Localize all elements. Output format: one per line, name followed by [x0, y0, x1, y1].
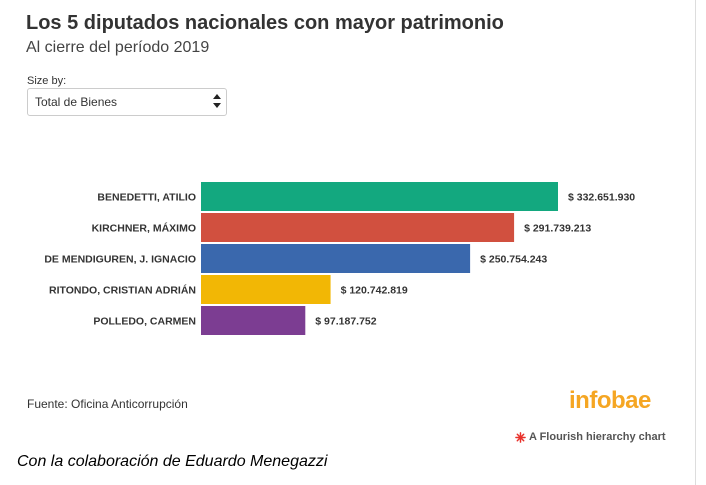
category-label: KIRCHNER, MÁXIMO — [92, 222, 196, 235]
size-by-label: Size by: — [27, 75, 67, 87]
value-label: $ 250.754.243 — [480, 254, 547, 266]
bar[interactable] — [201, 306, 306, 335]
size-by-selected-value: Total de Bienes — [35, 95, 118, 109]
size-by-select[interactable]: Total de Bienes — [27, 88, 227, 116]
bar[interactable] — [201, 213, 515, 242]
frame-border — [695, 0, 696, 485]
category-label: DE MENDIGUREN, J. IGNACIO — [44, 254, 196, 266]
flourish-star-icon — [515, 431, 526, 443]
bar[interactable] — [201, 275, 331, 304]
value-label: $ 97.187.752 — [315, 316, 376, 328]
category-label: POLLEDO, CARMEN — [93, 316, 196, 328]
source-note: Fuente: Oficina Anticorrupción — [27, 397, 188, 411]
category-label: BENEDETTI, ATILIO — [97, 192, 196, 204]
bar[interactable] — [201, 182, 558, 211]
value-label: $ 291.739.213 — [524, 223, 591, 235]
flourish-credit-text: A Flourish hierarchy chart — [529, 431, 666, 443]
infobae-logo: infobae — [569, 387, 651, 414]
chart-subtitle: Al cierre del período 2019 — [26, 39, 210, 56]
flourish-credit-link[interactable]: A Flourish hierarchy chart — [515, 431, 666, 443]
chart-title: Los 5 diputados nacionales con mayor pat… — [26, 12, 504, 34]
up-down-arrows-icon — [213, 94, 221, 108]
value-label: $ 120.742.819 — [341, 285, 408, 297]
collaboration-credit: Con la colaboración de Eduardo Menegazzi — [17, 453, 328, 470]
value-label: $ 332.651.930 — [568, 192, 635, 204]
category-label: RITONDO, CRISTIAN ADRIÁN — [49, 284, 196, 297]
bar[interactable] — [201, 244, 471, 273]
